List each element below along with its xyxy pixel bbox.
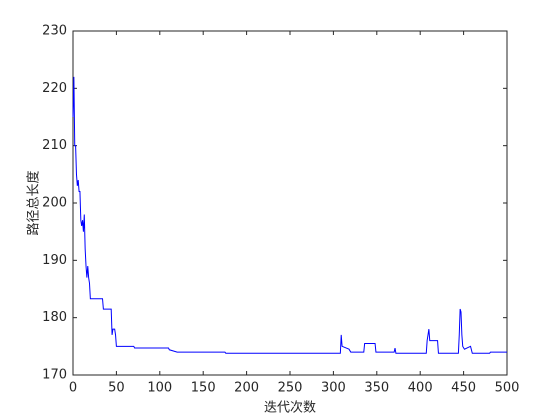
x-tick-label: 100 [147,381,172,396]
x-tick-label: 450 [451,381,476,396]
y-tick-label: 230 [42,24,67,39]
x-tick-label: 200 [234,381,259,396]
plot-area [72,30,508,376]
x-tick-label: 150 [191,381,216,396]
x-tick-label: 400 [408,381,433,396]
x-tick-label: 250 [278,381,303,396]
y-tick-label: 170 [42,368,67,383]
x-tick-label: 0 [69,381,77,396]
y-tick-label: 220 [42,81,67,96]
x-axis-label: 迭代次数 [264,400,316,416]
x-tick-label: 300 [321,381,346,396]
x-tick-label: 500 [495,381,520,396]
data-line [72,76,507,354]
y-tick-label: 190 [42,253,67,268]
y-axis-label: 路径总长度 [26,170,42,235]
x-tick-label: 350 [364,381,389,396]
x-tick-label: 50 [108,381,125,396]
y-tick-label: 180 [42,310,67,325]
y-tick-label: 210 [42,138,67,153]
y-tick-label: 200 [42,196,67,211]
